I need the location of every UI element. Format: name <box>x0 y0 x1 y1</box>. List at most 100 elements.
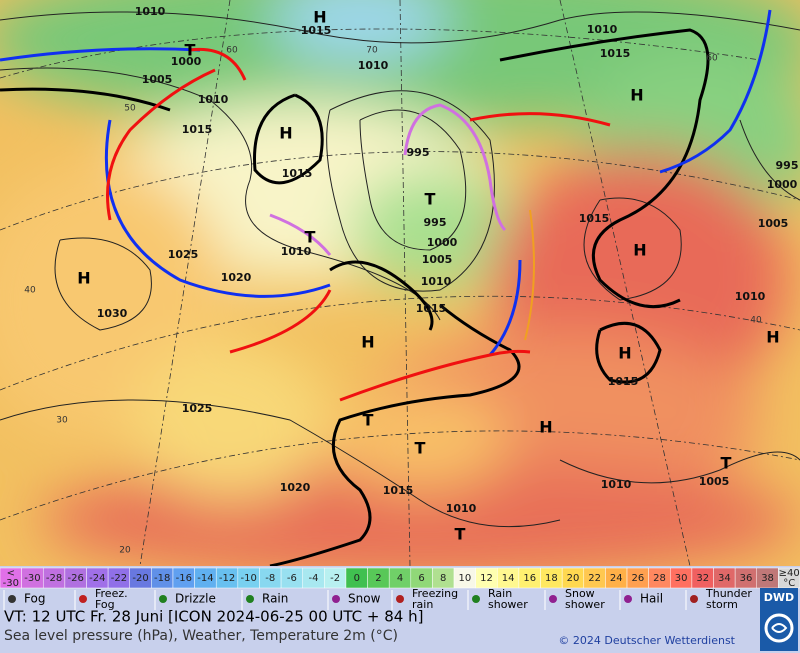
map-labels: 1010 1015 1010 1015 1000 1005 1010 1010 1015 1015… <box>24 5 798 556</box>
pressure-center: T <box>415 439 426 458</box>
isobar-label: 1005 <box>758 217 789 230</box>
isobar-label: 1020 <box>280 481 311 494</box>
isobar-label: 1010 <box>358 59 389 72</box>
isobar-label: 1015 <box>182 123 213 136</box>
meridian-line <box>139 0 231 567</box>
pressure-center: H <box>279 124 292 143</box>
scale-label: 0 <box>354 573 360 584</box>
legend-icon <box>246 595 254 603</box>
scale-label: -10 <box>240 573 256 584</box>
isobar-label: 1025 <box>168 248 199 261</box>
pressure-center: T <box>455 525 466 544</box>
scale-label: 24 <box>610 573 623 584</box>
logo-text: DWD <box>764 591 794 604</box>
scale-label: 26 <box>631 573 644 584</box>
isobar <box>326 90 495 292</box>
scale-label: 28 <box>653 573 666 584</box>
ridge-line <box>499 28 710 309</box>
legend-icon <box>8 595 16 603</box>
isobar-label: 1015 <box>608 375 639 388</box>
scale-label: -4 <box>309 573 319 584</box>
map: 1010 1015 1010 1015 1000 1005 1010 1010 1015 1015… <box>0 0 800 580</box>
warm-front <box>229 289 332 354</box>
scale-label: -30 <box>3 578 19 589</box>
isobar-label: 1015 <box>416 302 447 315</box>
isobar-label: 1015 <box>282 167 313 180</box>
legend-icon <box>624 595 632 603</box>
scale-label: -12 <box>219 573 235 584</box>
isobar-label: 1015 <box>383 484 414 497</box>
pressure-center: H <box>313 8 326 27</box>
scale-label: -2 <box>330 573 340 584</box>
scale-label: 2 <box>375 573 381 584</box>
isobar-label: 1010 <box>198 93 229 106</box>
latitude-label: 70 <box>366 46 378 56</box>
scale-label: 30 <box>675 573 688 584</box>
scale-label: 12 <box>480 573 493 584</box>
meridian-line <box>559 0 691 567</box>
occluded-front <box>269 213 332 256</box>
pressure-center: T <box>721 454 732 473</box>
isobar-label: 1005 <box>699 475 730 488</box>
isobar-label: 995 <box>424 216 447 229</box>
scale-low-prefix: < <box>7 568 15 579</box>
isobar-label: 1010 <box>446 502 477 515</box>
pressure-center: H <box>77 269 90 288</box>
scale-label: -26 <box>68 573 84 584</box>
isobar-label: 1000 <box>427 236 458 249</box>
trough-line <box>0 87 171 112</box>
latitude-line <box>0 295 800 391</box>
convergence-line <box>524 209 535 341</box>
high-contour <box>595 321 662 384</box>
isobar-label: 1010 <box>421 275 452 288</box>
isobar-label: 1010 <box>601 478 632 491</box>
legend-label: Freezing rain <box>412 587 458 611</box>
scale-label: 14 <box>502 573 515 584</box>
legend-label: Freez. Fog <box>95 587 128 611</box>
scale-label: 36 <box>740 573 753 584</box>
description: Sea level pressure (hPa), Weather, Tempe… <box>4 628 398 644</box>
scale-label: -30 <box>24 573 40 584</box>
latitude-label: 60 <box>706 54 718 64</box>
weather-legend: Fog Freez. Fog Drizzle Rain Snow Freezing rain R… <box>3 587 752 611</box>
scale-label: 18 <box>545 573 558 584</box>
legend-label: Snow <box>348 592 381 606</box>
latitude-line <box>0 430 800 521</box>
scale-label: -24 <box>89 573 105 584</box>
legend-label: Drizzle <box>175 592 216 606</box>
isobar-label: 1015 <box>301 24 332 37</box>
warm-front <box>106 68 216 221</box>
cold-front <box>0 47 201 62</box>
high-contour <box>253 93 324 185</box>
scale-unit: °C <box>783 578 795 589</box>
dwd-logo: DWD <box>760 588 798 651</box>
scale-label: 32 <box>696 573 709 584</box>
pressure-center: T <box>425 190 436 209</box>
isobar <box>0 11 800 44</box>
isobar-label: 1010 <box>735 290 766 303</box>
scale-label: -18 <box>154 573 170 584</box>
latitude-label: 20 <box>119 546 131 556</box>
scale-label: 8 <box>440 573 446 584</box>
scale-label: -14 <box>197 573 213 584</box>
isobar-label: 1030 <box>97 307 128 320</box>
latitude-label: 30 <box>56 416 68 426</box>
scale-label: -22 <box>111 573 127 584</box>
legend-label: Snow shower <box>565 587 605 611</box>
scale-label: 22 <box>588 573 601 584</box>
isobar-label: 1020 <box>221 271 252 284</box>
isobar-label: 995 <box>776 159 799 172</box>
legend-label: Hail <box>640 592 663 606</box>
pressure-center: H <box>618 344 631 363</box>
isobar-label: 1015 <box>579 212 610 225</box>
pressure-center: T <box>185 41 196 60</box>
warm-front <box>339 349 531 402</box>
legend-icon <box>159 595 167 603</box>
isobar-label: 1015 <box>600 47 631 60</box>
legend-label: Thunder storm <box>705 587 752 611</box>
scale-label: -6 <box>287 573 297 584</box>
cold-front <box>488 259 522 356</box>
cold-front <box>659 9 772 174</box>
scale-label: -28 <box>46 573 62 584</box>
